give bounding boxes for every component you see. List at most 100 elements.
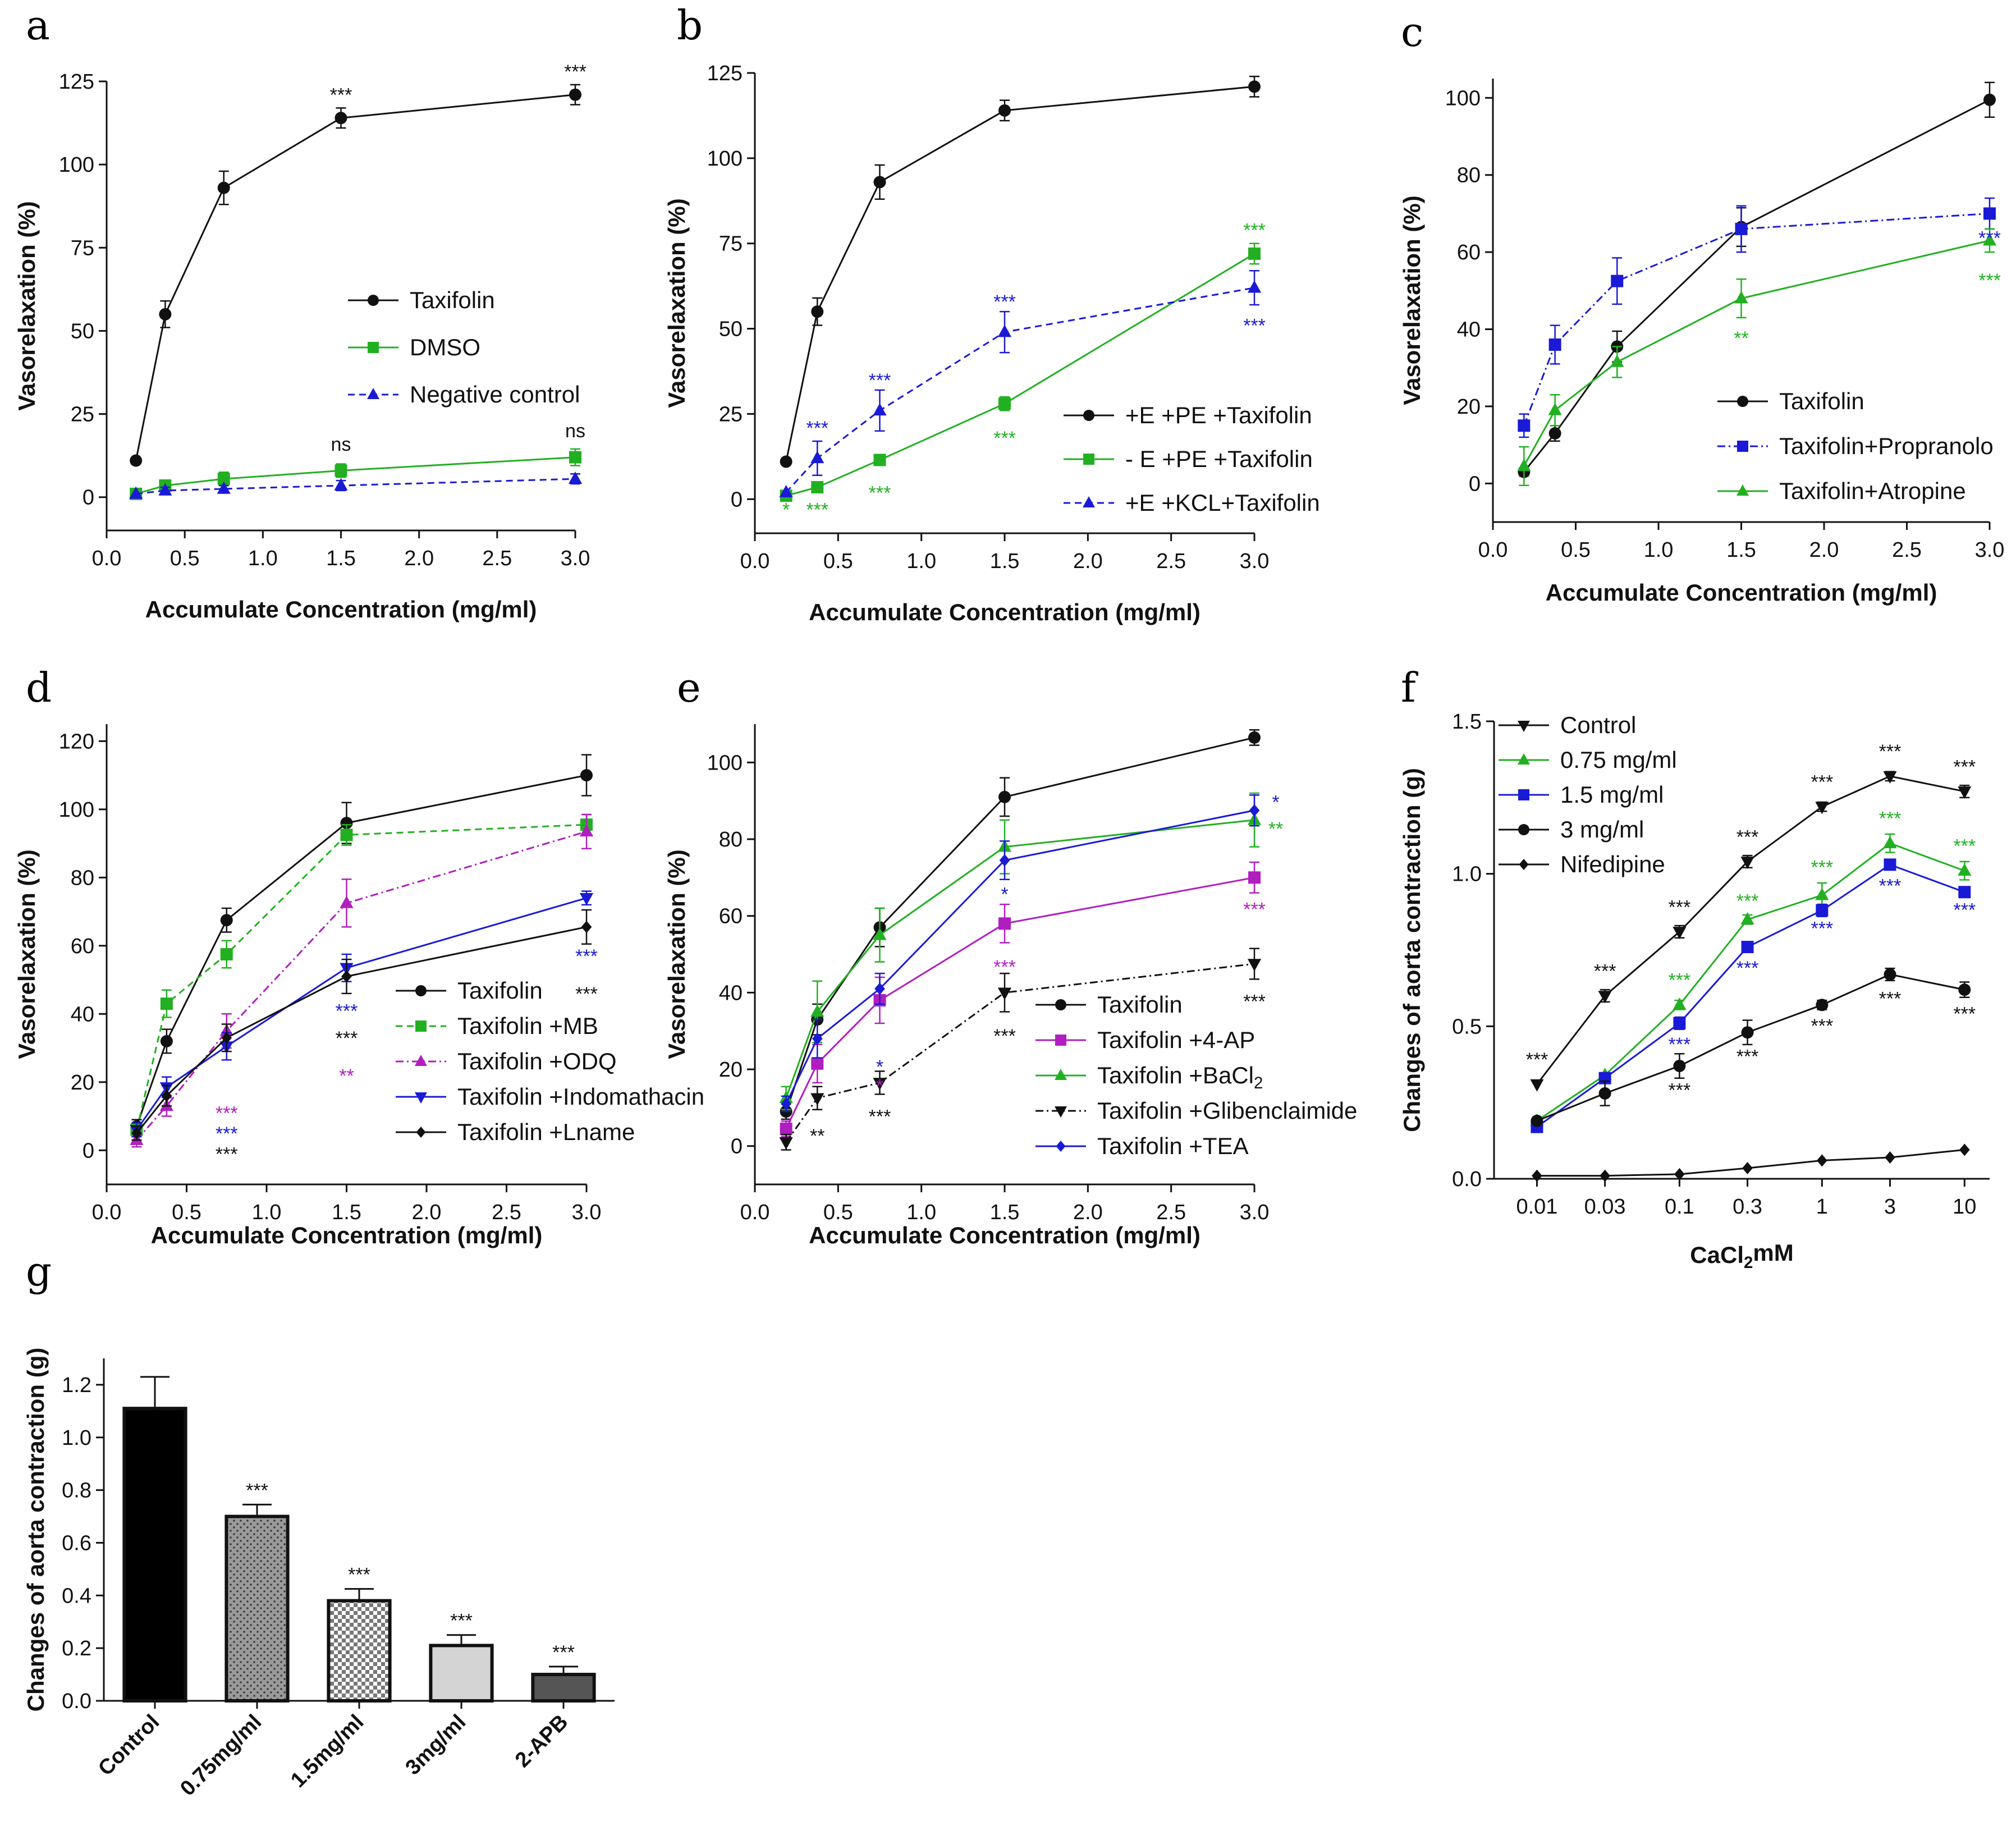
data-point bbox=[1735, 222, 1748, 235]
legend-marker bbox=[1519, 859, 1529, 870]
x-tick-label: 2.5 bbox=[492, 1201, 521, 1224]
significance-marker: *** bbox=[993, 428, 1016, 449]
panel-letter-e: e bbox=[677, 664, 701, 711]
significance-marker: * bbox=[1001, 884, 1008, 905]
x-tick-label: 3.0 bbox=[572, 1201, 602, 1224]
series-0 bbox=[780, 75, 1261, 468]
data-point bbox=[217, 181, 230, 194]
data-point bbox=[1548, 402, 1562, 415]
data-point bbox=[1600, 1169, 1610, 1182]
legend-marker bbox=[415, 1020, 427, 1032]
data-point bbox=[161, 1090, 172, 1102]
y-axis-label: Vasorelaxation (%) bbox=[663, 849, 690, 1059]
data-point bbox=[873, 454, 886, 466]
legend-label: +E +KCL+Taxifolin bbox=[1125, 489, 1320, 516]
significance-marker: ** bbox=[339, 1065, 354, 1087]
data-point bbox=[1248, 871, 1261, 884]
x-axis-label: Accumulate Concentration (mg/ml) bbox=[1546, 579, 1937, 606]
significance-marker: *** bbox=[1243, 991, 1266, 1013]
data-point bbox=[811, 481, 824, 493]
data-point bbox=[1247, 280, 1262, 293]
significance-marker: *** bbox=[1736, 826, 1759, 848]
y-tick-label: 0.6 bbox=[62, 1531, 91, 1555]
significance-marker: *** bbox=[1669, 896, 1691, 918]
legend: Control 0.75 mg/ml 1.5 mg/ml 3 mg/ml Nifedip… bbox=[1499, 712, 1677, 877]
legend-label: 1.5 mg/ml bbox=[1560, 781, 1664, 808]
significance-marker: *** bbox=[869, 1106, 891, 1128]
legend-label: 3 mg/ml bbox=[1560, 816, 1644, 843]
x-tick-label: 0.0 bbox=[92, 1201, 122, 1224]
y-tick-label: 125 bbox=[59, 70, 94, 94]
x-tick-label: 0.0 bbox=[740, 1201, 770, 1224]
y-tick-label: 20 bbox=[1457, 395, 1481, 419]
x-tick-label: 2.0 bbox=[404, 547, 434, 570]
bar bbox=[327, 1599, 392, 1703]
data-point bbox=[217, 473, 230, 486]
category-label: 3mg/ml bbox=[401, 1710, 471, 1780]
category-label: 1.5mg/ml bbox=[286, 1710, 368, 1792]
legend-label: Taxifolin +Indomathacin bbox=[457, 1083, 704, 1110]
x-axis-label: Accumulate Concentration (mg/ml) bbox=[809, 599, 1201, 625]
panel-e-chart: 0 20 40 60 80 100 0.0 0.5 1.0 1.5 2.0 2.5 3.0 Accumul… bbox=[663, 724, 1357, 1248]
significance-marker: *** bbox=[1811, 918, 1833, 939]
data-point bbox=[1598, 991, 1612, 1004]
significance-marker: *** bbox=[993, 1026, 1016, 1047]
significance-marker: *** bbox=[1879, 741, 1902, 762]
series-2 bbox=[779, 270, 1262, 497]
significance-marker: *** bbox=[993, 291, 1016, 313]
x-tick-label: 1.0 bbox=[1644, 538, 1674, 562]
significance-marker: *** bbox=[993, 957, 1016, 978]
legend-marker bbox=[1083, 410, 1094, 421]
legend-marker bbox=[1056, 1141, 1066, 1152]
legend-marker bbox=[1737, 441, 1748, 452]
category-label: 2-APB bbox=[511, 1710, 572, 1772]
series-line bbox=[1523, 212, 1990, 426]
series-line bbox=[785, 819, 1255, 1099]
y-tick-label: 100 bbox=[707, 751, 743, 775]
data-point bbox=[580, 769, 593, 782]
significance-marker: *** bbox=[1736, 890, 1759, 912]
panel-c-chart: 0 20 40 60 80 100 0.0 0.5 1.0 1.5 2.0 2.5 3.0 Accumul… bbox=[1399, 79, 2004, 606]
legend-marker bbox=[1518, 753, 1530, 765]
data-point bbox=[1815, 802, 1829, 814]
data-point bbox=[810, 1004, 824, 1017]
significance-marker: *** bbox=[216, 1143, 238, 1165]
series-2 bbox=[129, 471, 583, 499]
data-point bbox=[1959, 1143, 1970, 1156]
significance-marker: *** bbox=[1879, 875, 1902, 896]
significance-marker: *** bbox=[216, 1123, 238, 1145]
legend-marker bbox=[368, 295, 379, 306]
bar bbox=[531, 1673, 596, 1703]
x-tick-label: 0.5 bbox=[823, 1201, 853, 1224]
series-3 bbox=[779, 948, 1262, 1151]
y-tick-label: 40 bbox=[71, 1003, 94, 1026]
legend-label: Taxifolin +ODQ bbox=[457, 1048, 617, 1074]
data-point bbox=[779, 1137, 793, 1150]
data-point bbox=[1674, 1168, 1685, 1180]
data-point bbox=[581, 921, 592, 933]
data-point bbox=[579, 893, 594, 905]
data-point bbox=[997, 987, 1012, 1000]
data-point bbox=[1248, 80, 1261, 93]
x-tick-label: 2.5 bbox=[1156, 1201, 1186, 1224]
series-line bbox=[135, 456, 576, 495]
y-tick-label: 0.0 bbox=[1452, 1168, 1482, 1191]
legend-marker bbox=[367, 388, 379, 399]
data-point bbox=[335, 464, 347, 477]
legend-marker bbox=[1736, 484, 1749, 496]
data-point bbox=[998, 104, 1011, 117]
significance-marker: *** bbox=[450, 1610, 473, 1632]
x-axis-label: Accumulate Concentration (mg/ml) bbox=[151, 1222, 543, 1248]
significance-marker: *** bbox=[869, 370, 891, 391]
legend-label: Taxifolin +MB bbox=[457, 1013, 598, 1039]
data-point bbox=[1248, 247, 1261, 260]
significance-marker: *** bbox=[575, 946, 598, 967]
data-point bbox=[1740, 912, 1754, 925]
data-point bbox=[810, 1093, 824, 1106]
significance-marker: *** bbox=[806, 500, 828, 521]
data-point bbox=[1884, 858, 1896, 871]
data-point bbox=[569, 88, 581, 101]
series-0 bbox=[1530, 771, 1972, 1092]
significance-marker: *** bbox=[1811, 772, 1833, 793]
y-tick-label: 0 bbox=[83, 1139, 94, 1163]
